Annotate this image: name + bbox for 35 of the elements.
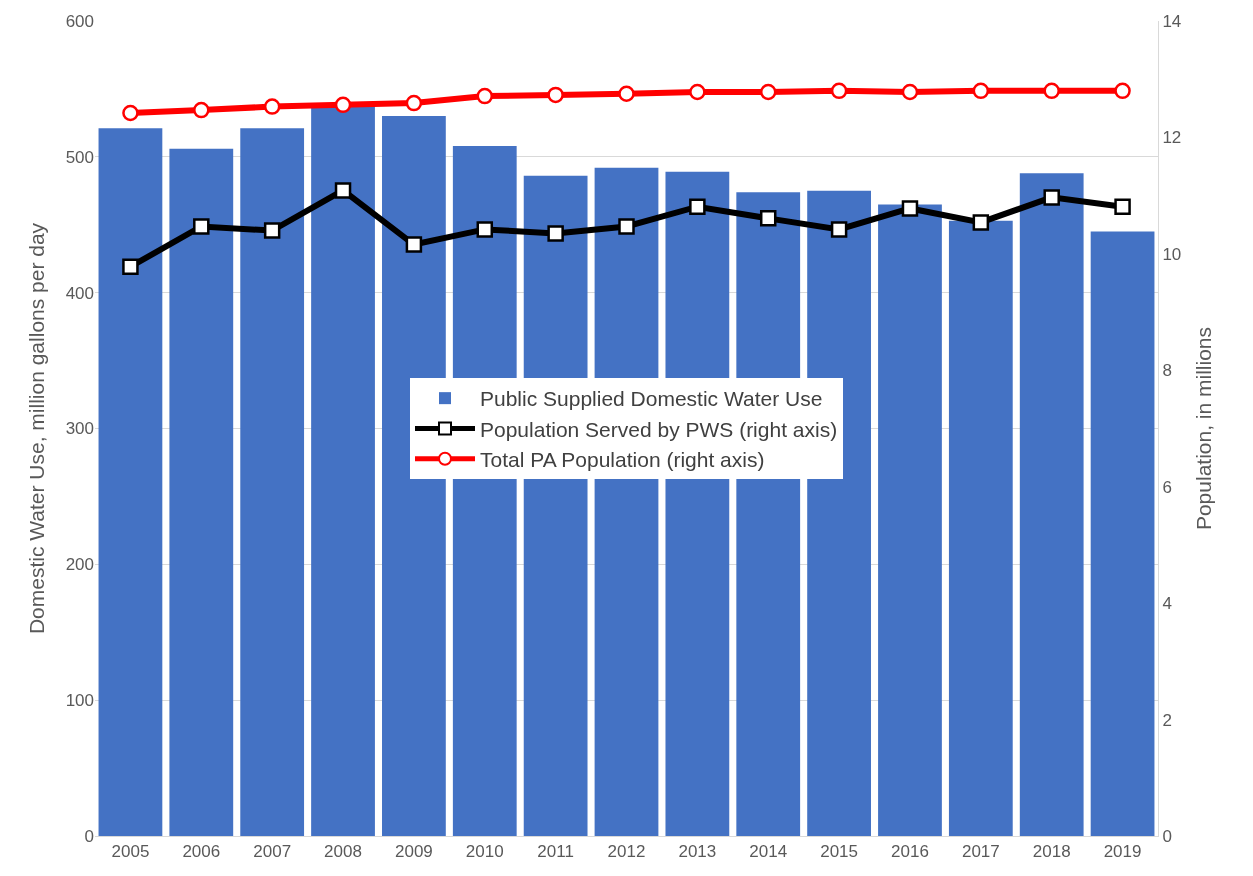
y-tick-label: 400 (65, 283, 94, 303)
y2-tick-label: 14 (1162, 11, 1182, 31)
y2-tick-label: 2 (1162, 710, 1172, 730)
x-tick-label: 2015 (820, 842, 859, 862)
x-tick-label: 2010 (465, 842, 504, 862)
x-tick-label: 2006 (182, 842, 221, 862)
y2-tick-label: 0 (1162, 826, 1172, 846)
y2-tick-label: 12 (1162, 128, 1182, 148)
y2-axis-title: Population, in millions (1191, 326, 1215, 531)
y-tick-label: 200 (65, 555, 94, 575)
y2-tick-label: 4 (1162, 594, 1172, 614)
legend-label: Public Supplied Domestic Water Use (480, 387, 823, 411)
x-tick-label: 2017 (961, 842, 1000, 862)
x-tick-label: 2014 (749, 842, 788, 862)
y-tick-label: 100 (65, 691, 94, 711)
x-tick-label: 2016 (891, 842, 929, 862)
x-tick-label: 2019 (1103, 842, 1142, 862)
legend-label: Total PA Population (right axis) (480, 447, 765, 471)
x-tick-label: 2011 (537, 842, 574, 862)
x-tick-label: 2008 (324, 842, 362, 862)
x-tick-label: 2013 (678, 842, 717, 862)
x-tick-label: 2009 (394, 842, 433, 862)
x-tick-label: 2005 (111, 842, 150, 862)
y2-tick-label: 6 (1162, 477, 1172, 497)
legend-label: Population Served by PWS (right axis) (480, 417, 838, 441)
y-tick-label: 600 (65, 11, 94, 31)
y-tick-label: 0 (84, 826, 94, 846)
x-tick-label: 2018 (1032, 842, 1071, 862)
y-tick-label: 500 (65, 147, 94, 167)
y2-tick-label: 8 (1162, 361, 1172, 381)
y-axis-title: Domestic Water Use, million gallons per day (24, 222, 48, 635)
y2-tick-label: 10 (1162, 244, 1182, 264)
x-tick-label: 2012 (607, 842, 646, 862)
y-tick-label: 300 (65, 419, 94, 439)
x-tick-label: 2007 (253, 842, 292, 862)
